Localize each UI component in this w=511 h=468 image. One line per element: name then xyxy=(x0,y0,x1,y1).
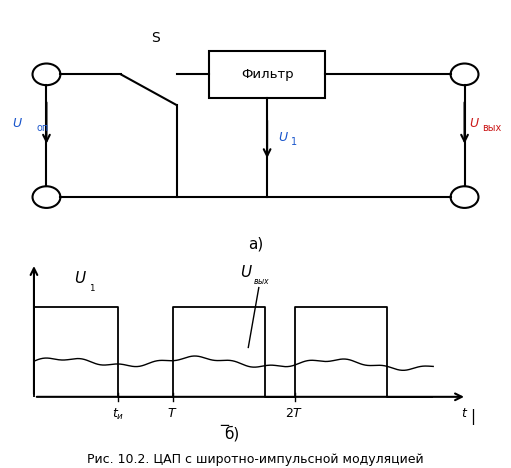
Text: б): б) xyxy=(224,426,239,441)
Text: $_1$: $_1$ xyxy=(88,281,96,294)
Text: $T$: $T$ xyxy=(168,407,178,420)
Text: |: | xyxy=(471,409,476,425)
Text: Фильтр: Фильтр xyxy=(241,68,293,81)
Text: $U$: $U$ xyxy=(74,270,87,286)
Text: $_{вых}$: $_{вых}$ xyxy=(253,277,271,287)
Text: $t_{и}$: $t_{и}$ xyxy=(112,407,124,423)
Text: вых: вых xyxy=(482,123,501,133)
Text: U: U xyxy=(469,117,478,130)
Text: $t$: $t$ xyxy=(461,407,469,420)
Text: $2T$: $2T$ xyxy=(285,407,304,420)
Text: Рис. 10.2. ЦАП с широтно-импульсной модуляцией: Рис. 10.2. ЦАП с широтно-импульсной моду… xyxy=(87,453,424,466)
Bar xyxy=(209,51,325,98)
Text: а): а) xyxy=(248,236,263,251)
Text: S: S xyxy=(151,31,160,45)
Text: U: U xyxy=(278,131,288,144)
Text: $U$: $U$ xyxy=(240,264,253,280)
Text: 1: 1 xyxy=(291,137,297,147)
Text: оп: оп xyxy=(36,123,49,133)
Text: U: U xyxy=(12,117,21,130)
